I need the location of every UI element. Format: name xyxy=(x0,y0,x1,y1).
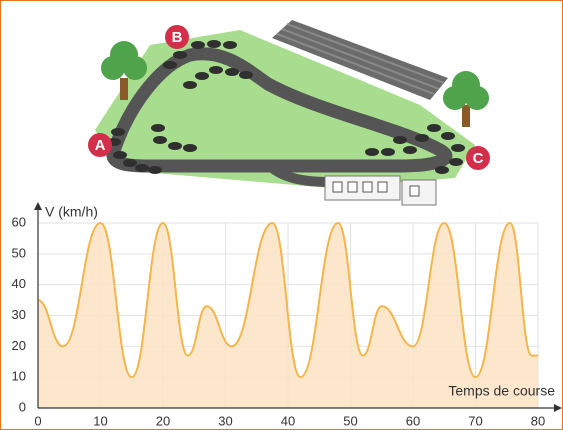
x-tick-label: 70 xyxy=(468,413,482,428)
x-tick-label: 80 xyxy=(531,413,545,428)
x-tick-label: 50 xyxy=(343,413,357,428)
y-tick-label: 10 xyxy=(12,369,26,384)
x-axis-title: Temps de course xyxy=(448,383,555,399)
marker-label: A xyxy=(95,137,106,154)
y-tick-label: 0 xyxy=(19,399,26,414)
x-tick-label: 40 xyxy=(281,413,295,428)
page: A B C 0 10 20 30 40 50 60 0 10 20 30 40 50 60 70 80 V (… xyxy=(0,0,563,430)
x-tick-label: 20 xyxy=(156,413,170,428)
x-tick-label: 0 xyxy=(34,413,41,428)
marker-label: B xyxy=(172,29,183,46)
y-tick-label: 20 xyxy=(12,338,26,353)
y-axis-title: V (km/h) xyxy=(45,204,98,220)
marker-label: C xyxy=(473,150,484,167)
x-tick-label: 60 xyxy=(406,413,420,428)
y-tick-label: 50 xyxy=(12,245,26,260)
x-tick-label: 10 xyxy=(93,413,107,428)
y-tick-label: 40 xyxy=(12,276,26,291)
y-tick-label: 30 xyxy=(12,307,26,322)
x-tick-label: 30 xyxy=(218,413,232,428)
y-tick-label: 60 xyxy=(12,214,26,229)
